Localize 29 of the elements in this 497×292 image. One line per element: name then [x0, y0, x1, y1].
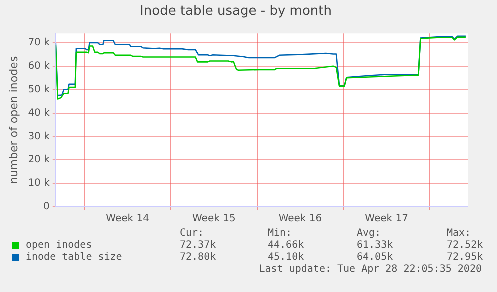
y-tick-label: 40 k: [28, 108, 50, 119]
text: Last update: Tue Apr 28 22:05:35 2020: [259, 264, 482, 275]
y-tick-label: 0: [44, 202, 50, 213]
y-tick-label: 20 k: [28, 154, 50, 166]
text: 61.33k: [357, 240, 394, 251]
text: 72.37k: [180, 240, 216, 251]
text: Cur:: [180, 228, 204, 239]
text: Avg:: [357, 228, 382, 239]
text: 64.05k: [357, 252, 394, 263]
text: Max:: [447, 228, 472, 239]
x-tick-label: Week 14: [106, 214, 150, 225]
x-tick-label: Week 16: [278, 214, 322, 225]
y-tick-label: 10 k: [28, 178, 50, 190]
y-tick-label: 60 k: [28, 61, 50, 72]
text: 72.52k: [447, 240, 484, 251]
y-tick-label: 70 k: [28, 38, 50, 49]
text: 44.66k: [268, 240, 304, 251]
text: 72.80k: [180, 252, 216, 263]
text: Min:: [268, 228, 292, 239]
y-tick-label: 30 k: [28, 131, 50, 142]
chart-title: Inode table usage - by month: [140, 4, 332, 20]
y-axis-title: number of open inodes: [7, 56, 20, 184]
text: 45.10k: [268, 252, 304, 263]
legend-label: open inodes: [26, 240, 92, 251]
y-tick-label: 50 k: [28, 84, 50, 96]
text: 72.95k: [447, 252, 484, 263]
x-tick-label: Week 15: [192, 214, 236, 225]
legend-label: inode table size: [26, 252, 122, 263]
x-tick-label: Week 17: [365, 214, 408, 225]
